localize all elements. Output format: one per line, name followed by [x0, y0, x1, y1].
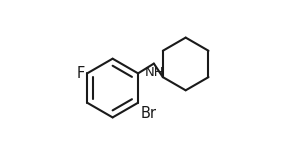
Text: Br: Br	[140, 106, 156, 121]
Text: NH: NH	[144, 66, 164, 79]
Text: F: F	[76, 66, 84, 81]
